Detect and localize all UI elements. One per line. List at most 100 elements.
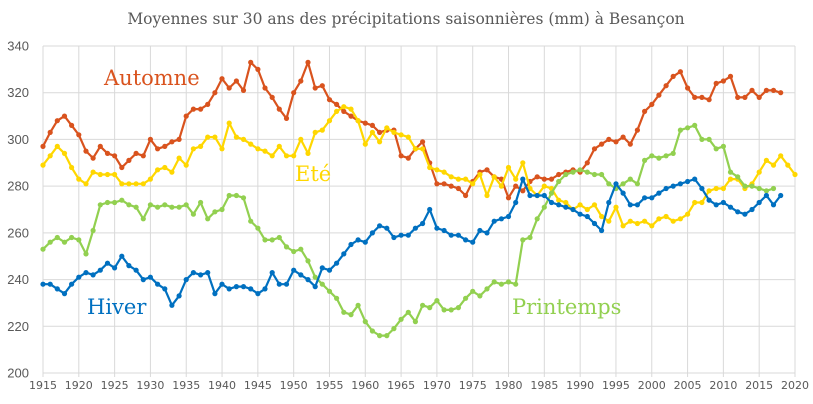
data-point-hiver xyxy=(570,206,576,213)
data-point-automne xyxy=(326,97,333,103)
data-point-hiver xyxy=(541,192,547,199)
data-point-printemps xyxy=(155,204,161,210)
data-point-hiver xyxy=(613,181,619,187)
data-point-hiver xyxy=(505,213,512,220)
data-point-ete xyxy=(40,162,46,168)
data-point-hiver xyxy=(326,267,333,273)
data-point-hiver xyxy=(219,281,225,287)
data-point-printemps xyxy=(298,246,304,252)
data-point-ete xyxy=(420,146,426,152)
data-point-printemps xyxy=(219,206,225,213)
data-point-printemps xyxy=(591,171,598,178)
data-point-printemps xyxy=(627,176,633,182)
data-point-printemps xyxy=(556,178,562,185)
data-point-automne xyxy=(248,59,254,65)
data-point-ete xyxy=(713,185,719,192)
data-point-ete xyxy=(283,153,290,159)
data-point-ete xyxy=(491,174,497,180)
data-point-printemps xyxy=(183,202,189,208)
data-point-ete xyxy=(541,183,547,189)
data-point-hiver xyxy=(706,197,712,203)
data-point-hiver xyxy=(112,265,118,271)
data-point-printemps xyxy=(291,248,297,255)
data-point-automne xyxy=(520,188,526,194)
data-point-hiver xyxy=(491,218,497,224)
data-point-hiver xyxy=(591,220,598,227)
data-point-hiver xyxy=(183,277,189,283)
data-point-printemps xyxy=(69,234,75,241)
data-point-printemps xyxy=(405,309,411,315)
data-point-automne xyxy=(513,183,519,189)
data-point-ete xyxy=(54,143,60,149)
data-point-printemps xyxy=(119,197,125,203)
data-point-printemps xyxy=(312,274,318,280)
data-point-hiver xyxy=(54,286,60,292)
data-point-ete xyxy=(613,204,619,210)
data-point-printemps xyxy=(720,143,727,149)
data-point-automne xyxy=(140,153,146,159)
series-label-ete: Eté xyxy=(295,162,331,186)
data-point-printemps xyxy=(162,202,168,208)
data-point-printemps xyxy=(441,307,447,313)
series-label-printemps: Printemps xyxy=(512,295,621,319)
data-point-hiver xyxy=(420,220,426,227)
data-point-printemps xyxy=(706,136,712,142)
data-point-ete xyxy=(455,176,461,182)
series-hiver xyxy=(40,176,784,308)
data-point-ete xyxy=(670,218,676,224)
series-line-ete xyxy=(42,105,796,227)
x-tick-label: 1930 xyxy=(136,379,164,392)
data-point-ete xyxy=(126,181,132,187)
y-tick-label: 220 xyxy=(7,319,29,334)
data-point-printemps xyxy=(104,199,111,206)
data-point-ete xyxy=(133,181,139,187)
data-point-printemps xyxy=(735,174,741,180)
data-point-hiver xyxy=(255,291,261,297)
data-point-automne xyxy=(83,148,89,154)
data-point-printemps xyxy=(513,281,519,287)
data-point-hiver xyxy=(212,291,218,297)
data-point-automne xyxy=(90,155,96,161)
data-point-printemps xyxy=(455,305,461,311)
data-point-hiver xyxy=(233,284,239,290)
data-point-hiver xyxy=(742,211,748,217)
data-point-hiver xyxy=(405,232,411,238)
data-point-ete xyxy=(198,143,204,149)
data-point-ete xyxy=(205,134,211,140)
data-point-ete xyxy=(405,134,411,140)
data-point-printemps xyxy=(463,295,469,301)
data-point-ete xyxy=(556,197,562,203)
data-point-hiver xyxy=(283,281,290,287)
data-point-automne xyxy=(97,143,103,149)
data-point-hiver xyxy=(484,230,490,236)
x-tick-label: 2010 xyxy=(709,379,737,392)
data-point-hiver xyxy=(276,281,282,287)
data-point-ete xyxy=(656,216,662,222)
series-label-automne: Automne xyxy=(103,66,200,90)
y-tick-label: 260 xyxy=(7,225,29,240)
data-point-automne xyxy=(627,141,633,147)
data-point-printemps xyxy=(326,288,333,294)
data-point-hiver xyxy=(377,223,383,229)
data-point-automne xyxy=(685,85,691,91)
data-point-hiver xyxy=(69,281,75,287)
data-point-printemps xyxy=(133,204,139,210)
data-point-printemps xyxy=(248,218,254,224)
data-point-hiver xyxy=(463,237,469,243)
data-point-automne xyxy=(205,101,211,107)
data-point-automne xyxy=(40,143,46,149)
data-point-printemps xyxy=(398,316,404,322)
data-point-ete xyxy=(226,120,232,126)
data-point-hiver xyxy=(656,190,662,196)
data-point-printemps xyxy=(634,181,641,187)
data-point-printemps xyxy=(276,234,282,241)
data-point-printemps xyxy=(205,216,211,222)
data-point-ete xyxy=(291,153,297,159)
data-point-ete xyxy=(147,176,153,182)
y-tick-label: 320 xyxy=(7,85,29,100)
data-point-automne xyxy=(255,66,261,72)
data-point-printemps xyxy=(212,209,218,215)
data-point-ete xyxy=(104,171,111,178)
data-point-ete xyxy=(248,141,254,147)
data-point-hiver xyxy=(642,195,648,201)
